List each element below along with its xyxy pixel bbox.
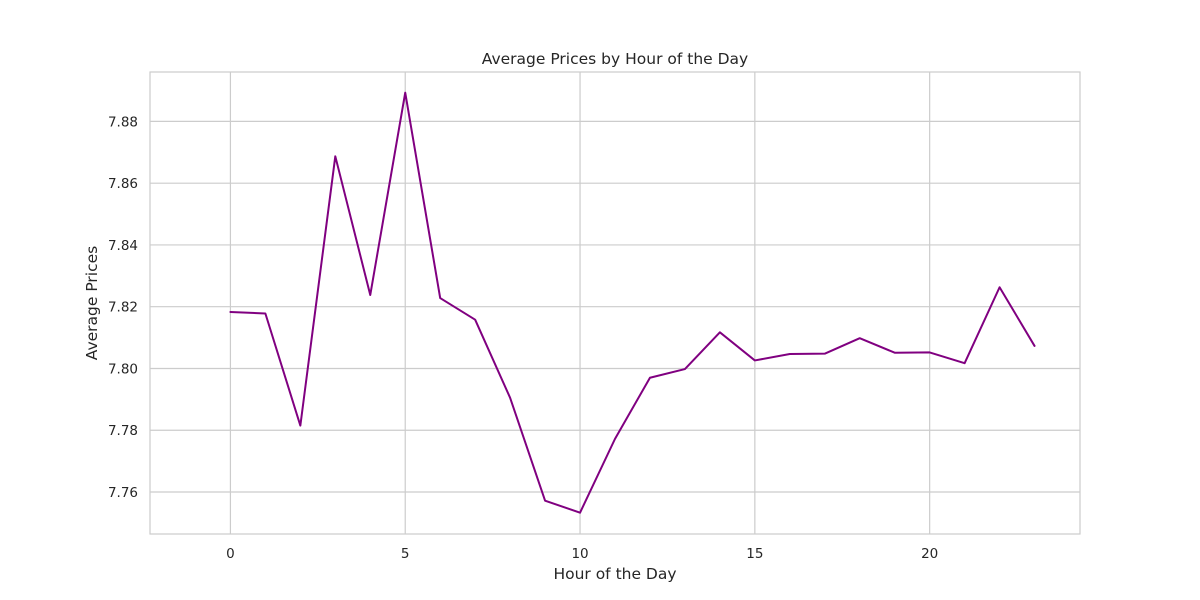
x-tick-labels: 0 5 10 15 20 <box>226 546 938 562</box>
data-point <box>859 337 861 339</box>
data-point <box>439 297 441 299</box>
chart-title: Average Prices by Hour of the Day <box>482 50 748 68</box>
data-point <box>929 351 931 353</box>
data-point <box>299 425 301 427</box>
x-tick-label: 0 <box>226 546 235 562</box>
x-tick-label: 10 <box>571 546 588 562</box>
series-layer <box>229 91 1036 514</box>
x-tick-label: 15 <box>746 546 763 562</box>
series-line <box>229 91 1036 514</box>
y-tick-label: 7.84 <box>108 238 138 254</box>
data-point <box>649 377 651 379</box>
plot-background <box>150 72 1080 534</box>
data-point <box>1034 345 1036 347</box>
data-point <box>684 368 686 370</box>
y-tick-label: 7.86 <box>108 176 138 192</box>
y-tick-label: 7.76 <box>108 485 138 501</box>
data-point <box>264 313 266 315</box>
plot-area <box>149 71 1081 535</box>
x-axis-label: Hour of the Day <box>553 565 676 583</box>
data-point <box>754 359 756 361</box>
y-tick-label: 7.88 <box>108 114 138 130</box>
data-point <box>999 286 1001 288</box>
data-point <box>824 353 826 355</box>
y-gridlines <box>150 120 1080 493</box>
data-point <box>334 155 336 157</box>
y-tick-labels: 7.76 7.78 7.80 7.82 7.84 7.86 7.88 <box>108 114 138 501</box>
y-tick-label: 7.78 <box>108 423 138 439</box>
data-point <box>579 512 581 514</box>
y-tick-label: 7.80 <box>108 361 138 377</box>
data-point <box>789 353 791 355</box>
data-point <box>614 438 616 440</box>
data-point <box>404 92 406 94</box>
data-point <box>544 500 546 502</box>
y-axis-label: Average Prices <box>83 246 101 360</box>
x-gridlines <box>229 72 931 534</box>
x-tick-label: 20 <box>921 546 938 562</box>
data-point <box>719 331 721 333</box>
data-point <box>474 319 476 321</box>
data-point <box>964 362 966 364</box>
data-point <box>229 311 231 313</box>
data-point <box>369 294 371 296</box>
y-tick-label: 7.82 <box>108 300 138 316</box>
plot-frame <box>149 71 1081 535</box>
data-point <box>894 352 896 354</box>
x-tick-label: 5 <box>401 546 410 562</box>
data-point <box>509 397 511 399</box>
